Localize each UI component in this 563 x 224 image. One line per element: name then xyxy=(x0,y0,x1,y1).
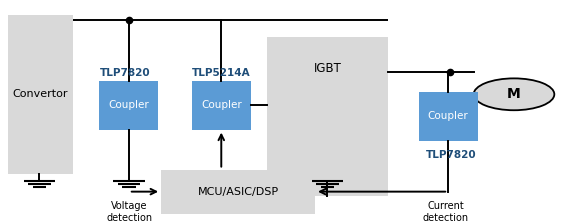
Bar xyxy=(100,81,158,130)
Text: Current
detection: Current detection xyxy=(423,201,469,223)
Text: Coupler: Coupler xyxy=(201,100,242,110)
Text: Coupler: Coupler xyxy=(109,100,149,110)
Bar xyxy=(192,81,251,130)
Text: Convertor: Convertor xyxy=(12,89,68,99)
Bar xyxy=(161,170,315,214)
Text: TLP7820: TLP7820 xyxy=(100,68,151,78)
Text: M: M xyxy=(507,87,521,101)
Text: Coupler: Coupler xyxy=(428,111,468,121)
Text: MCU/ASIC/DSP: MCU/ASIC/DSP xyxy=(198,187,279,197)
Bar xyxy=(8,15,73,174)
Circle shape xyxy=(473,78,555,110)
Text: TLP5214A: TLP5214A xyxy=(192,68,251,78)
Text: Voltage
detection: Voltage detection xyxy=(106,201,152,223)
Bar xyxy=(267,37,388,196)
Text: IGBT: IGBT xyxy=(314,62,342,75)
Text: TLP7820: TLP7820 xyxy=(426,150,477,159)
Bar xyxy=(419,92,477,141)
